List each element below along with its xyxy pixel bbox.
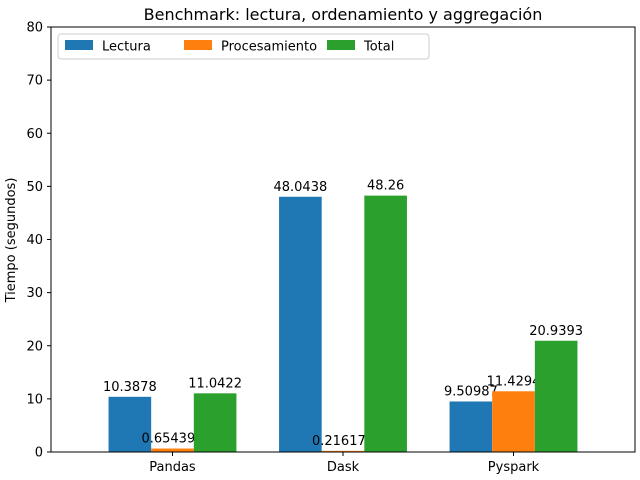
x-tick-label: Pyspark <box>488 460 540 475</box>
y-tick-label: 80 <box>26 21 43 36</box>
axes-layer: 0 10 20 30 40 50 60 70 80 Pandas Dask Pyspark <box>26 21 636 475</box>
bar-lectura-pandas <box>108 396 152 452</box>
x-tick-label: Dask <box>327 460 360 475</box>
chart-title: Benchmark: lectura, ordenamiento y aggre… <box>144 5 543 24</box>
bar-total-dask <box>364 195 407 452</box>
data-label: 11.4294 <box>487 374 541 389</box>
legend-swatch <box>184 40 212 50</box>
bar-procesamiento-pandas <box>151 448 194 452</box>
y-tick-label: 60 <box>26 127 43 142</box>
data-label: 0.654399 <box>141 432 203 447</box>
y-tick-label: 50 <box>26 180 43 195</box>
data-label: 0.216177 <box>312 434 374 449</box>
y-axis-label: Tiempo (segundos) <box>4 178 19 304</box>
data-label: 20.9393 <box>529 324 583 339</box>
y-tick-label: 30 <box>26 286 43 301</box>
legend-label: Lectura <box>102 40 151 55</box>
y-tick-label: 40 <box>26 233 43 248</box>
legend-label: Procesamiento <box>221 40 317 55</box>
bar-total-pandas <box>193 393 237 452</box>
x-tick-label: Pandas <box>149 460 196 475</box>
bar-lectura-pyspark <box>449 401 493 452</box>
y-tick-label: 20 <box>26 339 43 354</box>
y-tick-label: 10 <box>26 392 43 407</box>
y-tick-label: 70 <box>26 74 43 89</box>
bars-layer: 10.3878 48.0438 9.50987 0.654399 0.216177 11.… <box>103 179 583 452</box>
y-tick-label: 0 <box>35 446 43 461</box>
bar-lectura-dask <box>279 196 322 452</box>
bar-procesamiento-pyspark <box>492 391 535 452</box>
legend-label: Total <box>363 40 394 55</box>
legend: Lectura Procesamiento Total <box>57 33 430 60</box>
bar-total-pyspark <box>534 340 578 452</box>
legend-swatch <box>65 40 93 50</box>
data-label: 48.26 <box>367 179 404 194</box>
data-label: 48.0438 <box>273 180 327 195</box>
legend-swatch <box>327 40 355 50</box>
data-label: 11.0422 <box>188 376 242 391</box>
data-label: 9.50987 <box>444 384 498 399</box>
bar-procesamiento-dask <box>321 450 365 452</box>
data-label: 10.3878 <box>103 380 157 395</box>
